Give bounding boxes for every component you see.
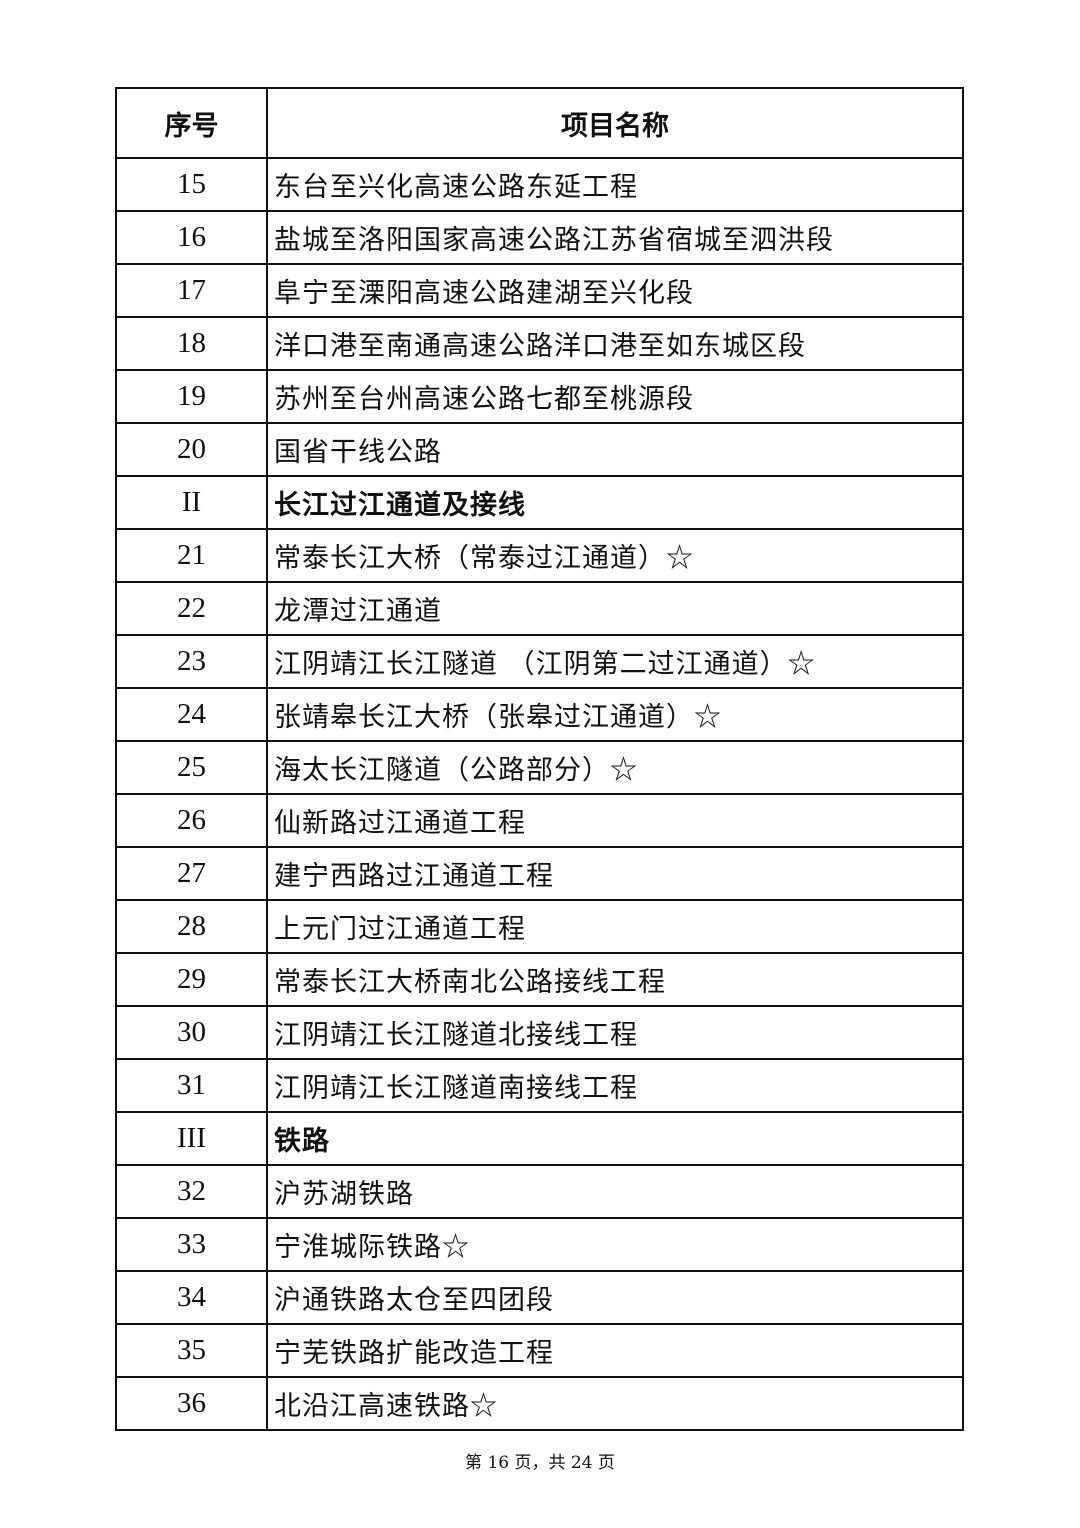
table-row: 19 苏州至台州高速公路七都至桃源段: [115, 369, 964, 424]
table-row: 35 宁芜铁路扩能改造工程: [115, 1323, 964, 1378]
section-row: III 铁路: [115, 1111, 964, 1166]
table-row: 29 常泰长江大桥南北公路接线工程: [115, 952, 964, 1007]
table-row: 24 张靖皋长江大桥（张皋过江通道）☆: [115, 687, 964, 742]
table-row: 28 上元门过江通道工程: [115, 899, 964, 954]
project-name-cell: 沪苏湖铁路: [266, 1164, 964, 1219]
project-name-cell: 北沿江高速铁路☆: [266, 1376, 964, 1431]
table-row: 26 仙新路过江通道工程: [115, 793, 964, 848]
table-body: 15 东台至兴化高速公路东延工程 16 盐城至洛阳国家高速公路江苏省宿城至泗洪段 17 阜…: [115, 157, 964, 1431]
project-name-cell: 洋口港至南通高速公路洋口港至如东城区段: [266, 316, 964, 371]
header-project-name: 项目名称: [266, 87, 964, 159]
project-name-cell: 沪通铁路太仓至四团段: [266, 1270, 964, 1325]
serial-number-cell: 22: [115, 581, 268, 636]
serial-number-cell: 32: [115, 1164, 268, 1219]
serial-number-cell: 19: [115, 369, 268, 424]
project-name-cell: 张靖皋长江大桥（张皋过江通道）☆: [266, 687, 964, 742]
project-name-cell: 建宁西路过江通道工程: [266, 846, 964, 901]
table-row: 17 阜宁至溧阳高速公路建湖至兴化段: [115, 263, 964, 318]
project-name-cell: 宁淮城际铁路☆: [266, 1217, 964, 1272]
project-name-cell: 江阴靖江长江隧道南接线工程: [266, 1058, 964, 1113]
header-serial-number: 序号: [115, 87, 268, 159]
serial-number-cell: 25: [115, 740, 268, 795]
table-row: 31 江阴靖江长江隧道南接线工程: [115, 1058, 964, 1113]
project-name-cell: 江阴靖江长江隧道北接线工程: [266, 1005, 964, 1060]
project-name-cell: 国省干线公路: [266, 422, 964, 477]
serial-number-cell: 31: [115, 1058, 268, 1113]
table-row: 15 东台至兴化高速公路东延工程: [115, 157, 964, 212]
serial-number-cell: 24: [115, 687, 268, 742]
table-row: 21 常泰长江大桥（常泰过江通道）☆: [115, 528, 964, 583]
serial-number-cell: 34: [115, 1270, 268, 1325]
table-row: 36 北沿江高速铁路☆: [115, 1376, 964, 1431]
project-name-cell: 苏州至台州高速公路七都至桃源段: [266, 369, 964, 424]
table-row: 18 洋口港至南通高速公路洋口港至如东城区段: [115, 316, 964, 371]
serial-number-cell: 26: [115, 793, 268, 848]
serial-number-cell: 15: [115, 157, 268, 212]
project-name-cell: 阜宁至溧阳高速公路建湖至兴化段: [266, 263, 964, 318]
table-row: 33 宁淮城际铁路☆: [115, 1217, 964, 1272]
table-row: 25 海太长江隧道（公路部分）☆: [115, 740, 964, 795]
project-name-cell: 东台至兴化高速公路东延工程: [266, 157, 964, 212]
serial-number-cell: 23: [115, 634, 268, 689]
serial-number-cell: 17: [115, 263, 268, 318]
serial-number-cell: 35: [115, 1323, 268, 1378]
table-row: 22 龙潭过江通道: [115, 581, 964, 636]
table-row: 16 盐城至洛阳国家高速公路江苏省宿城至泗洪段: [115, 210, 964, 265]
serial-number-cell: II: [115, 475, 268, 530]
section-title-cell: 铁路: [266, 1111, 964, 1166]
table-row: 34 沪通铁路太仓至四团段: [115, 1270, 964, 1325]
serial-number-cell: 18: [115, 316, 268, 371]
project-name-cell: 海太长江隧道（公路部分）☆: [266, 740, 964, 795]
serial-number-cell: 30: [115, 1005, 268, 1060]
table-row: 32 沪苏湖铁路: [115, 1164, 964, 1219]
serial-number-cell: 36: [115, 1376, 268, 1431]
project-name-cell: 仙新路过江通道工程: [266, 793, 964, 848]
project-name-cell: 江阴靖江长江隧道 （江阴第二过江通道）☆: [266, 634, 964, 689]
project-name-cell: 常泰长江大桥南北公路接线工程: [266, 952, 964, 1007]
project-name-cell: 常泰长江大桥（常泰过江通道）☆: [266, 528, 964, 583]
serial-number-cell: 28: [115, 899, 268, 954]
serial-number-cell: 29: [115, 952, 268, 1007]
page-footer: 第 16 页，共 24 页: [465, 1453, 615, 1473]
project-name-cell: 宁芜铁路扩能改造工程: [266, 1323, 964, 1378]
table-row: 23 江阴靖江长江隧道 （江阴第二过江通道）☆: [115, 634, 964, 689]
serial-number-cell: 33: [115, 1217, 268, 1272]
serial-number-cell: 21: [115, 528, 268, 583]
section-row: II 长江过江通道及接线: [115, 475, 964, 530]
project-name-cell: 龙潭过江通道: [266, 581, 964, 636]
serial-number-cell: III: [115, 1111, 268, 1166]
project-name-cell: 上元门过江通道工程: [266, 899, 964, 954]
serial-number-cell: 27: [115, 846, 268, 901]
serial-number-cell: 20: [115, 422, 268, 477]
project-table: 序号 项目名称 15 东台至兴化高速公路东延工程 16 盐城至洛阳国家高速公路江苏省宿…: [115, 87, 964, 1431]
table-row: 27 建宁西路过江通道工程: [115, 846, 964, 901]
table-header-row: 序号 项目名称: [115, 87, 964, 159]
table-row: 30 江阴靖江长江隧道北接线工程: [115, 1005, 964, 1060]
section-title-cell: 长江过江通道及接线: [266, 475, 964, 530]
table-row: 20 国省干线公路: [115, 422, 964, 477]
serial-number-cell: 16: [115, 210, 268, 265]
project-name-cell: 盐城至洛阳国家高速公路江苏省宿城至泗洪段: [266, 210, 964, 265]
